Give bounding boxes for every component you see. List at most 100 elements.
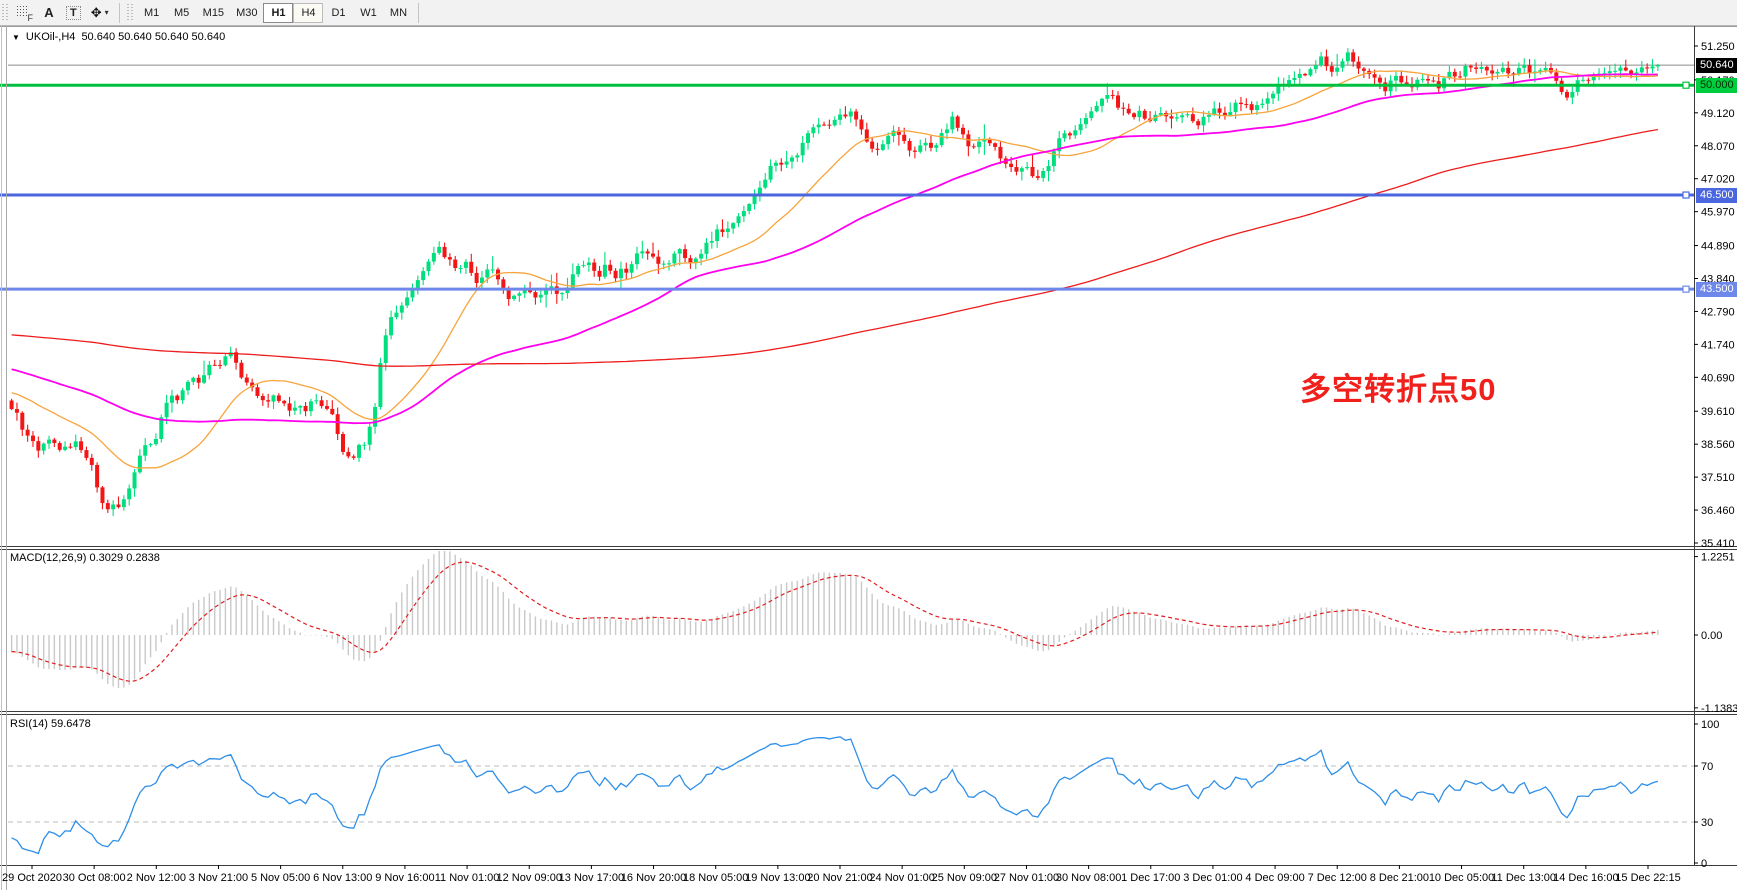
timeframe-button-m30[interactable]: M30 xyxy=(236,6,258,19)
timeframe-button-d1[interactable]: D1 xyxy=(331,6,346,19)
rsi-panel xyxy=(8,736,1694,855)
price-tick-label: 47.020 xyxy=(1701,174,1735,186)
chart-grid-icon: F xyxy=(17,5,33,23)
chart-title: ▼ UKOil-,H4 50.640 50.640 50.640 50.640 xyxy=(12,31,225,43)
blue-level-43500-handle[interactable] xyxy=(1682,285,1690,293)
price-tick-label: 42.790 xyxy=(1701,306,1735,318)
price-tick-label: 40.690 xyxy=(1701,372,1735,384)
price-tick-label: 49.120 xyxy=(1701,108,1735,120)
timeframe-button-m1[interactable]: M1 xyxy=(144,6,160,19)
timeframe-button-m5[interactable]: M5 xyxy=(174,6,190,19)
price-badge-50-640: 50.640 xyxy=(1696,57,1737,73)
price-tick-label: 39.610 xyxy=(1701,406,1735,418)
timeframe-button-w1[interactable]: W1 xyxy=(360,6,377,19)
timeframe-button-m15[interactable]: M15 xyxy=(202,6,225,19)
ma200-line xyxy=(11,128,1659,367)
price-tick-label: 41.740 xyxy=(1701,339,1735,351)
macd-signal-line xyxy=(11,561,1658,682)
macd-tick-label: -1.1383 xyxy=(1701,703,1737,715)
time-tick-label: 6 Nov 13:00 xyxy=(313,872,372,884)
time-tick-label: 8 Dec 21:00 xyxy=(1370,872,1429,884)
font-a-icon: A xyxy=(44,5,54,20)
toolbar: F A T ✥ ▾ M1 M5 M15 M30 H1 H4 D1 W1 MN xyxy=(0,0,1737,26)
timeframe-button-mn[interactable]: MN xyxy=(389,6,408,19)
chart-dropdown-icon[interactable]: ▼ xyxy=(12,32,20,42)
time-tick-label: 27 Nov 01:00 xyxy=(994,872,1059,884)
time-tick-label: 7 Dec 12:00 xyxy=(1308,872,1367,884)
blue-level-46500-handle[interactable] xyxy=(1682,191,1690,199)
time-tick-label: 11 Dec 13:00 xyxy=(1491,872,1556,884)
time-tick-label: 14 Dec 16:00 xyxy=(1553,872,1618,884)
time-tick-label: 11 Nov 01:00 xyxy=(435,872,500,884)
time-tick-label: 3 Nov 21:00 xyxy=(189,872,248,884)
toolbar-grip[interactable] xyxy=(126,3,134,22)
price-tick-label: 36.460 xyxy=(1701,505,1735,517)
macd-signal-value: 0.2838 xyxy=(126,552,160,564)
macd-tick-label: 0.00 xyxy=(1701,630,1722,642)
rsi-line xyxy=(11,736,1659,855)
price-badge-46-500: 46.500 xyxy=(1696,187,1737,203)
time-tick-label: 9 Nov 16:00 xyxy=(375,872,434,884)
price-badge-50-000: 50.000 xyxy=(1696,77,1737,93)
main-price-panel xyxy=(8,48,1694,516)
time-tick-label: 15 Dec 22:15 xyxy=(1615,872,1680,884)
price-chart-canvas[interactable]: 51.25050.17049.12048.07047.02045.97044.8… xyxy=(0,26,1737,890)
chart-window: 51.25050.17049.12048.07047.02045.97044.8… xyxy=(0,26,1737,890)
time-tick-label: 10 Dec 05:00 xyxy=(1429,872,1494,884)
toolbar-grip[interactable] xyxy=(2,3,9,22)
ohlc-values: 50.640 50.640 50.640 50.640 xyxy=(81,31,226,43)
time-tick-label: 30 Oct 08:00 xyxy=(63,872,126,884)
timeframe-button-h4[interactable]: H4 xyxy=(293,2,324,23)
price-tick-label: 38.560 xyxy=(1701,439,1735,451)
rsi-tick-label: 100 xyxy=(1701,719,1719,731)
price-tick-label: 35.410 xyxy=(1701,538,1735,550)
symbol-timeframe-label: UKOil-,H4 xyxy=(25,31,76,43)
candles xyxy=(9,48,1660,516)
time-tick-label: 4 Dec 09:00 xyxy=(1245,872,1304,884)
time-tick-label: 20 Nov 21:00 xyxy=(807,872,872,884)
ma60-line xyxy=(11,73,1658,425)
time-tick-label: 12 Nov 09:00 xyxy=(497,872,562,884)
font-tool-button[interactable]: A xyxy=(37,3,61,23)
rsi-tick-label: 0 xyxy=(1701,858,1707,870)
price-tick-label: 37.510 xyxy=(1701,472,1735,484)
timeframe-bar: M1 M5 M15 M30 H1 H4 D1 W1 MN xyxy=(137,2,414,23)
macd-panel xyxy=(10,551,1659,689)
time-tick-label: 25 Nov 09:00 xyxy=(932,872,997,884)
price-tick-label: 48.070 xyxy=(1701,141,1735,153)
macd-main-value: 0.3029 xyxy=(89,552,124,564)
time-tick-label: 5 Nov 05:00 xyxy=(251,872,310,884)
chart-template-button[interactable]: F xyxy=(12,3,37,23)
macd-name: MACD(12,26,9) xyxy=(10,552,87,564)
chart-text-annotation[interactable]: 多空转折点50 xyxy=(1300,372,1497,407)
time-tick-label: 19 Nov 13:00 xyxy=(745,872,810,884)
cursor-tool-icon: ✥ xyxy=(90,4,102,20)
rsi-indicator-label: RSI(14) 59.6478 xyxy=(10,718,91,730)
time-tick-label: 16 Nov 20:00 xyxy=(621,872,686,884)
price-tick-label: 45.970 xyxy=(1701,207,1735,219)
timeframe-button-h1[interactable]: H1 xyxy=(263,2,294,23)
price-tick-label: 51.250 xyxy=(1701,41,1735,53)
price-badge-43-500: 43.500 xyxy=(1696,281,1737,297)
time-tick-label: 30 Nov 08:00 xyxy=(1056,872,1121,884)
toolbar-separator xyxy=(418,2,420,23)
time-tick-label: 13 Nov 17:00 xyxy=(559,872,624,884)
chevron-down-icon: ▾ xyxy=(104,8,109,17)
cursor-tool-button[interactable]: ✥ ▾ xyxy=(86,3,114,23)
rsi-tick-label: 30 xyxy=(1701,817,1713,829)
rsi-tick-label: 70 xyxy=(1701,761,1713,773)
time-tick-label: 29 Oct 2020 xyxy=(2,872,62,884)
text-tool-button[interactable]: T xyxy=(61,3,86,23)
macd-tick-label: 1.2251 xyxy=(1701,552,1735,564)
time-tick-label: 3 Dec 01:00 xyxy=(1183,872,1242,884)
text-t-icon: T xyxy=(66,5,81,20)
rsi-value: 59.6478 xyxy=(50,718,91,730)
time-tick-label: 2 Nov 12:00 xyxy=(127,872,186,884)
rsi-name: RSI(14) xyxy=(10,718,48,730)
green-level-50-handle[interactable] xyxy=(1682,81,1690,89)
time-tick-label: 24 Nov 01:00 xyxy=(869,872,934,884)
toolbar-separator xyxy=(118,2,120,23)
price-tick-label: 44.890 xyxy=(1701,241,1735,253)
ma20-line xyxy=(11,70,1658,469)
